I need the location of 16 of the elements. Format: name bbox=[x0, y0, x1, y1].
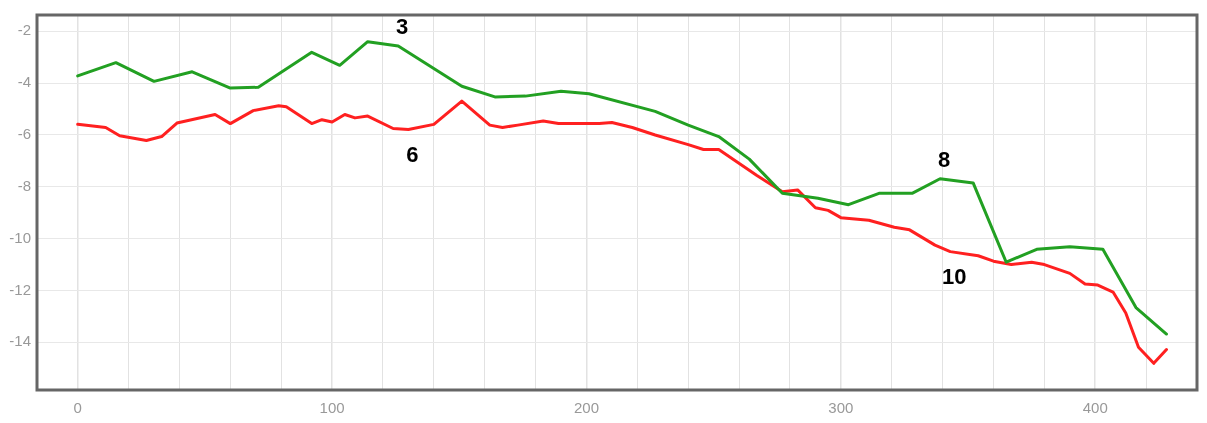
annotation: 10 bbox=[942, 263, 967, 289]
x-tick-label: 400 bbox=[1082, 399, 1108, 417]
y-tick-label: -12 bbox=[9, 280, 31, 298]
y-tick-label: -4 bbox=[17, 73, 31, 91]
y-tick-label: -6 bbox=[17, 125, 31, 143]
x-tick-label: 300 bbox=[828, 399, 854, 417]
y-tick-label: -10 bbox=[9, 228, 31, 246]
y-tick-label: -2 bbox=[17, 21, 31, 39]
y-tick-label: -8 bbox=[17, 176, 31, 194]
annotation: 8 bbox=[937, 146, 951, 172]
annotation: 3 bbox=[396, 14, 409, 40]
annotation: 6 bbox=[406, 141, 419, 167]
y-tick-label: -14 bbox=[9, 332, 31, 350]
x-tick-label: 200 bbox=[573, 399, 599, 417]
x-tick-label: 0 bbox=[73, 399, 82, 417]
x-tick-label: 100 bbox=[319, 399, 345, 417]
